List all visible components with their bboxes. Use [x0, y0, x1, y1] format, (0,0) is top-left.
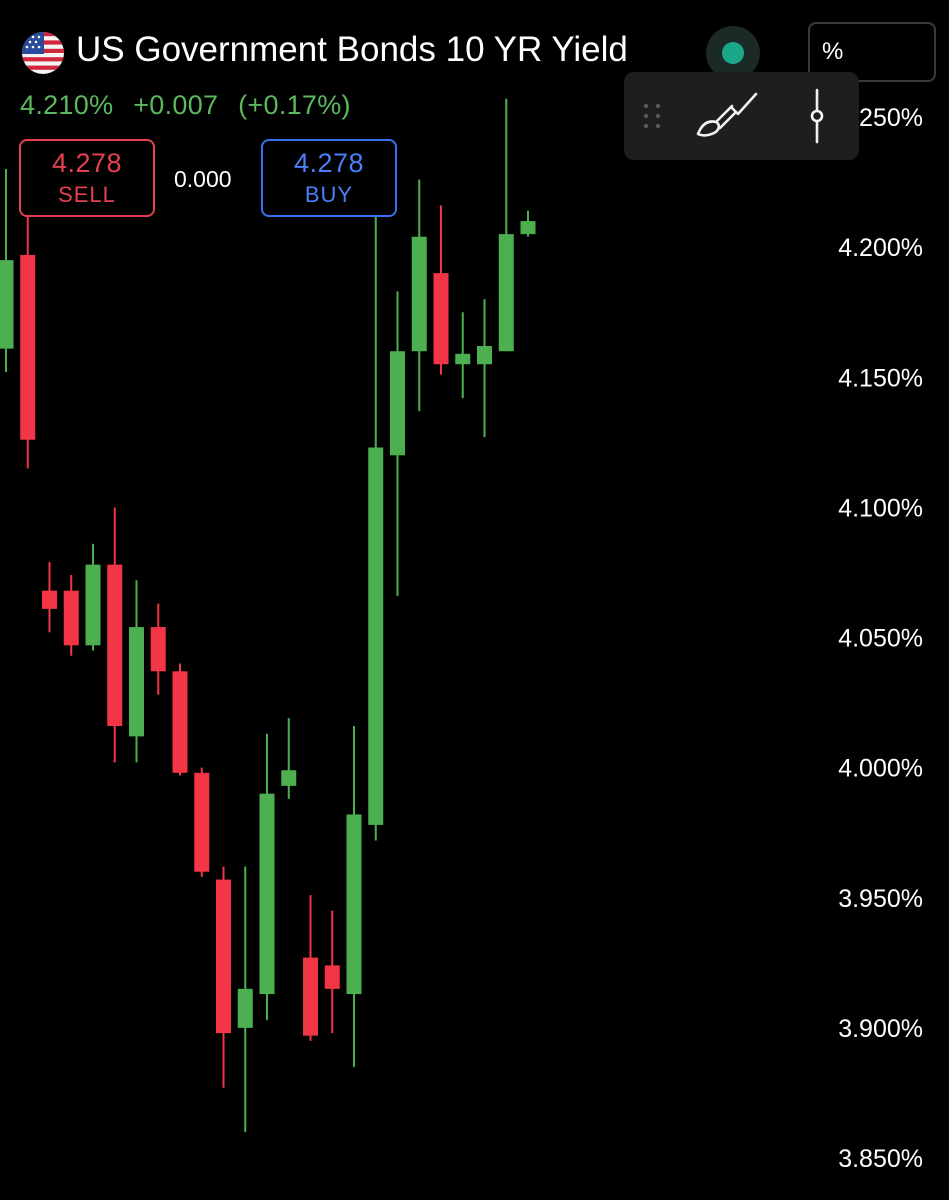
candle — [20, 215, 36, 469]
y-axis-tick-label: 3.850% — [838, 1145, 923, 1173]
candle — [303, 895, 318, 1041]
candle — [42, 562, 57, 633]
candle — [0, 169, 14, 373]
candle — [194, 767, 210, 877]
sell-price: 4.278 — [51, 148, 123, 178]
y-axis-tick-label: 4.000% — [838, 755, 923, 783]
candle-body — [411, 236, 427, 352]
candle — [172, 663, 188, 776]
candle — [107, 507, 123, 763]
quote-line: 4.210% +0.007 (+0.17%) — [20, 90, 363, 121]
candle-body — [85, 564, 101, 646]
candle-body — [433, 273, 449, 365]
candle — [411, 179, 427, 412]
market-status-indicator[interactable] — [706, 26, 760, 80]
candle — [85, 543, 101, 651]
candle-body — [172, 671, 188, 773]
candle — [477, 299, 492, 438]
candle-body — [498, 234, 514, 352]
y-axis-tick-label: 3.950% — [838, 885, 923, 913]
sell-label: SELL — [58, 182, 116, 207]
drawing-toolbar — [624, 72, 859, 160]
drag-handle-icon[interactable] — [638, 86, 666, 146]
candle — [324, 910, 340, 1034]
candle-body — [455, 353, 471, 365]
y-axis-tick-label: 4.200% — [838, 234, 923, 262]
header: US Government Bonds 10 YR Yield % 4.210%… — [0, 0, 949, 230]
candle-body — [107, 564, 123, 726]
candle-body — [520, 221, 536, 235]
candle — [281, 718, 297, 799]
us-flag-icon — [22, 32, 64, 74]
candle-body — [324, 965, 340, 989]
candle-body — [281, 770, 297, 786]
status-dot-icon — [722, 42, 744, 64]
candle — [520, 210, 536, 237]
candle-body — [303, 957, 318, 1036]
candle — [129, 580, 144, 763]
brush-icon[interactable] — [692, 86, 762, 146]
candle — [63, 575, 79, 656]
candle-body — [0, 260, 14, 349]
y-axis-tick-label: 4.150% — [838, 364, 923, 392]
candle-body — [129, 627, 144, 737]
last-price: 4.210% — [20, 90, 114, 120]
candle-body — [216, 879, 231, 1034]
candle — [259, 733, 275, 1021]
candle-body — [194, 772, 210, 872]
candle — [433, 205, 449, 375]
candle — [368, 213, 384, 841]
candle-body — [368, 447, 384, 825]
unit-selector[interactable]: % — [808, 22, 936, 82]
candle-body — [390, 351, 405, 456]
sell-button[interactable]: 4.278 SELL — [19, 139, 155, 217]
price-change: +0.007 — [133, 90, 219, 120]
unit-label: % — [822, 38, 844, 65]
candle — [150, 603, 166, 695]
candle — [216, 866, 231, 1088]
candle-body — [259, 793, 275, 995]
candle-body — [346, 814, 362, 995]
candle-body — [20, 254, 36, 440]
candle-body — [150, 627, 166, 672]
candle — [237, 866, 253, 1132]
candle — [390, 291, 405, 596]
instrument-title: US Government Bonds 10 YR Yield — [76, 30, 628, 69]
crosshair-line-icon[interactable] — [802, 86, 832, 146]
buy-label: BUY — [304, 182, 354, 207]
candle-body — [237, 988, 253, 1028]
y-axis-tick-label: 4.050% — [838, 625, 923, 653]
y-axis-tick-label: 3.900% — [838, 1015, 923, 1043]
candle-body — [42, 590, 57, 609]
spread-value: 0.000 — [174, 166, 232, 192]
candle — [346, 725, 362, 1067]
candle — [498, 98, 514, 352]
candle — [455, 312, 471, 399]
candle-body — [477, 346, 492, 365]
y-axis-tick-label: 4.100% — [838, 494, 923, 522]
buy-button[interactable]: 4.278 BUY — [261, 139, 397, 217]
price-change-percent: (+0.17%) — [238, 90, 351, 120]
buy-price: 4.278 — [293, 148, 365, 178]
candle-body — [63, 590, 79, 646]
